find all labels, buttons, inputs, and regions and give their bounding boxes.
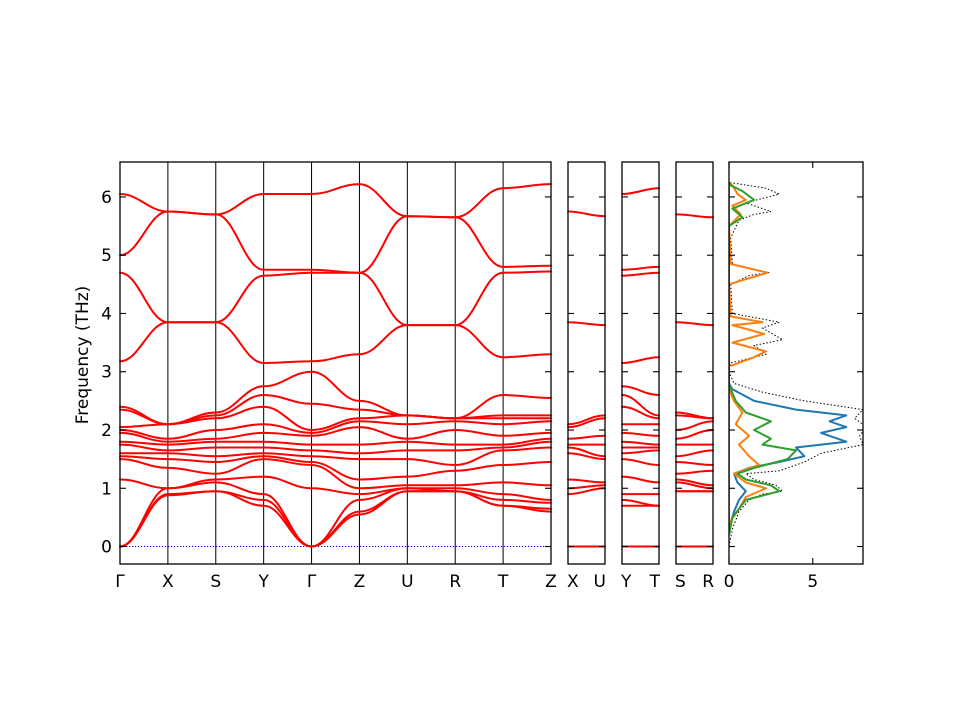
phonon-band-14 [119, 475, 552, 501]
x-tick-label: Γ [115, 572, 125, 592]
panel-frame [675, 161, 714, 565]
y-axis-title: Frequency (THz) [73, 286, 93, 425]
phonon-band-3 [675, 414, 714, 420]
phonon-band-1 [675, 321, 714, 327]
phonon-band-6 [621, 405, 660, 420]
y-axis-label: Frequency (THz) [73, 286, 93, 425]
y-tick-label: 5 [101, 246, 112, 266]
phonon-band-3 [621, 356, 660, 364]
phonon-band-8 [621, 431, 660, 437]
x-tick-label: T [497, 572, 509, 592]
phonon-band-1 [567, 321, 606, 327]
phonon-band-4 [675, 420, 714, 431]
phonon-band-6 [567, 446, 606, 458]
dos-series-1 [729, 382, 848, 530]
phonon-band-4 [119, 370, 552, 426]
y-tick-label: 2 [101, 421, 112, 441]
phonon-band-2 [119, 270, 552, 327]
phonon-band-5 [119, 394, 552, 426]
phonon-band-7 [567, 452, 606, 461]
phonon-band-10 [675, 478, 714, 487]
y-tick-label: 6 [101, 188, 112, 208]
phonon-band-4 [621, 385, 660, 396]
phonon-band-1 [119, 210, 552, 274]
phonon-band-1 [621, 265, 660, 271]
phonon-band-15 [119, 481, 552, 548]
x-tick-label: U [401, 572, 413, 592]
phonon-band-9 [675, 469, 714, 475]
x-tick-label: R [702, 572, 714, 592]
dos-series-3 [729, 181, 797, 536]
dos-x-tick-label: 0 [724, 572, 735, 592]
phonon-band-6 [119, 405, 552, 431]
phonon-band-5 [675, 429, 714, 440]
panel-frame [621, 161, 660, 565]
phonon-band-16 [119, 490, 552, 548]
y-tick-label: 0 [101, 538, 112, 558]
phonon-band-12 [119, 455, 552, 481]
y-tick-label: 1 [101, 479, 112, 499]
panel-frame [119, 161, 552, 565]
phonon-band-7 [675, 449, 714, 458]
x-tick-label: Y [257, 572, 269, 592]
phonon-band-13 [119, 458, 552, 490]
phonon-band-7 [119, 420, 552, 440]
x-tick-label: Z [354, 572, 366, 592]
phonon-band-10 [119, 440, 552, 455]
x-tick-label: R [449, 572, 461, 592]
phonon-band-8 [567, 478, 606, 484]
phonon-band-8 [119, 426, 552, 443]
x-tick-label: Y [620, 572, 632, 592]
phonon-band-17 [119, 490, 552, 548]
dos-curves [729, 181, 863, 547]
dos-series-2 [729, 181, 769, 525]
x-tick-label: X [162, 572, 174, 592]
phonon-band-3 [567, 417, 606, 429]
y-tick-label: 4 [101, 304, 112, 324]
band-panel-0: 0 1 2 3 4 5 6 Γ X S Y Γ Z U R T Z [101, 161, 557, 592]
phonon-band-0 [675, 213, 714, 219]
x-tick-label: Z [545, 572, 557, 592]
phonon-band-11 [621, 449, 660, 455]
dos-x-tick-label: 5 [807, 572, 818, 592]
x-tick-label: Γ [307, 572, 317, 592]
phonon-band-5 [621, 394, 660, 417]
phonon-band-13 [621, 475, 660, 484]
phonon-band-11 [119, 446, 552, 466]
panel-frame [567, 161, 606, 565]
phonon-band-2 [567, 414, 606, 426]
x-tick-label: U [594, 572, 606, 592]
dos-frame [728, 161, 864, 565]
phonon-band-10 [567, 487, 606, 496]
x-tick-label: S [210, 572, 221, 592]
phonon-band-0 [621, 187, 660, 195]
dos-series-0 [729, 181, 863, 547]
phonon-band-0 [567, 210, 606, 218]
phonon-band-12 [621, 458, 660, 466]
y-tick-label: 3 [101, 363, 112, 383]
x-tick-label: T [649, 572, 661, 592]
phonon-band-4 [567, 434, 606, 440]
phonon-band-9 [621, 440, 660, 446]
x-tick-label: S [675, 572, 686, 592]
x-tick-label: X [567, 572, 579, 592]
phonon-band-2 [621, 271, 660, 277]
phonon-band-8 [675, 461, 714, 466]
phonon-band-9 [119, 437, 552, 446]
phonon-band-3 [119, 321, 552, 364]
